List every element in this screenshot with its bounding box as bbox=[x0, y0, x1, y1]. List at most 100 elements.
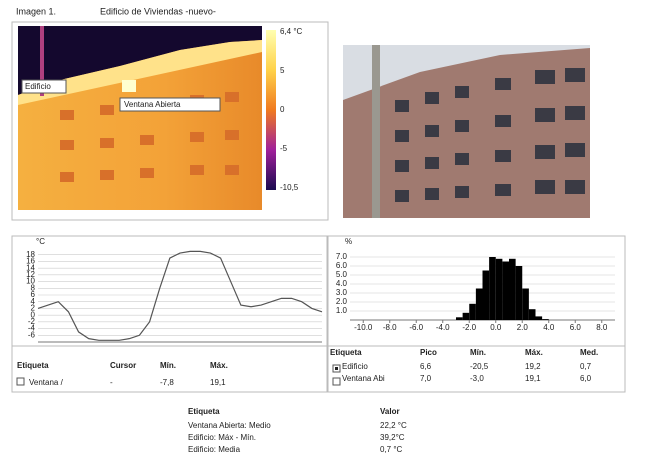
table-header: Mín. bbox=[470, 348, 486, 357]
profile-table-panel bbox=[11, 345, 328, 393]
image-title: Edificio de Viviendas -nuevo- bbox=[100, 6, 216, 16]
histogram-bar bbox=[542, 319, 549, 320]
y-tick-label: 12 bbox=[26, 270, 35, 279]
thermal-label: Ventana Abierta bbox=[124, 100, 181, 109]
scale-label: 6,4 °C bbox=[280, 27, 303, 36]
x-tick-label: 8.0 bbox=[596, 323, 608, 332]
checkbox-mark bbox=[335, 367, 338, 370]
y-tick-label: 5.0 bbox=[336, 270, 348, 279]
histogram-bar bbox=[495, 258, 503, 320]
photo bbox=[343, 45, 590, 218]
x-tick-label: -4.0 bbox=[436, 323, 450, 332]
table-cell: Edificio bbox=[342, 362, 368, 371]
table-header: Máx. bbox=[525, 348, 543, 357]
table-cell: - bbox=[110, 378, 113, 387]
histogram-bar bbox=[489, 257, 496, 320]
y-tick-label: -4 bbox=[28, 324, 36, 333]
y-tick-label: 0 bbox=[31, 310, 36, 319]
histogram-bar bbox=[509, 258, 516, 320]
profile-line bbox=[37, 250, 323, 341]
table-header: Pico bbox=[420, 348, 437, 357]
histogram-bar bbox=[522, 288, 529, 320]
y-axis-label: % bbox=[345, 237, 352, 246]
histogram-bar bbox=[462, 312, 470, 320]
table-cell: 6,6 bbox=[420, 362, 432, 371]
x-tick-label: 6.0 bbox=[570, 323, 582, 332]
y-tick-label: -2 bbox=[28, 317, 36, 326]
table-cell: 19,2 bbox=[525, 362, 541, 371]
table-header: Etiqueta bbox=[330, 348, 362, 357]
table-header: Valor bbox=[380, 407, 400, 416]
table-cell: -3,0 bbox=[470, 374, 484, 383]
table-cell: -7,8 bbox=[160, 378, 174, 387]
table-cell: 22,2 °C bbox=[380, 421, 407, 430]
x-tick-label: -8.0 bbox=[383, 323, 397, 332]
y-tick-label: 3.0 bbox=[336, 288, 348, 297]
table-header: Med. bbox=[580, 348, 598, 357]
table-header: Etiqueta bbox=[188, 407, 220, 416]
y-tick-label: 8 bbox=[31, 283, 36, 292]
y-tick-label: 4.0 bbox=[336, 279, 348, 288]
scale-label: 5 bbox=[280, 66, 285, 75]
table-header: Cursor bbox=[110, 361, 136, 370]
histogram-bar bbox=[502, 261, 509, 320]
histogram-bar bbox=[469, 303, 476, 320]
label-box bbox=[119, 97, 221, 112]
histogram-bar bbox=[535, 316, 543, 320]
table-cell: 19,1 bbox=[525, 374, 541, 383]
y-tick-label: 18 bbox=[26, 250, 35, 259]
x-tick-label: -10.0 bbox=[354, 323, 373, 332]
y-tick-label: 2 bbox=[31, 304, 36, 313]
y-tick-label: 10 bbox=[26, 277, 35, 286]
table-cell: Edificio: Media bbox=[188, 445, 241, 454]
histogram-bar bbox=[475, 288, 483, 320]
y-tick-label: 6.0 bbox=[336, 261, 348, 270]
table-cell: Ventana Abi bbox=[342, 374, 385, 383]
table-header: Etiqueta bbox=[17, 361, 49, 370]
x-tick-label: -2.0 bbox=[462, 323, 476, 332]
y-tick-label: 14 bbox=[26, 263, 35, 272]
y-tick-label: -6 bbox=[28, 330, 36, 339]
table-header: Máx. bbox=[210, 361, 228, 370]
checkbox[interactable] bbox=[16, 377, 25, 386]
table-cell: Edificio: Máx - Mín. bbox=[188, 433, 256, 442]
scale-label: -5 bbox=[280, 144, 288, 153]
color-scale bbox=[266, 30, 276, 190]
histogram-table-panel bbox=[327, 345, 626, 393]
table-cell: -20,5 bbox=[470, 362, 489, 371]
x-tick-label: -6.0 bbox=[409, 323, 423, 332]
histogram-bar bbox=[515, 266, 523, 320]
histogram-bar bbox=[528, 309, 536, 320]
table-cell: Ventana / bbox=[29, 378, 64, 387]
table-cell: 6,0 bbox=[580, 374, 592, 383]
table-cell: 0,7 bbox=[580, 362, 592, 371]
x-tick-label: 2.0 bbox=[517, 323, 529, 332]
y-tick-label: 6 bbox=[31, 290, 36, 299]
thermal-label: Edificio bbox=[25, 82, 51, 91]
table-cell: 0,7 °C bbox=[380, 445, 403, 454]
y-axis-label: °C bbox=[36, 237, 45, 246]
scale-label: -10,5 bbox=[280, 183, 299, 192]
y-tick-label: 1.0 bbox=[336, 306, 348, 315]
x-tick-label: 4.0 bbox=[543, 323, 555, 332]
profile-panel bbox=[11, 235, 328, 347]
table-cell: Ventana Abierta: Medio bbox=[188, 421, 271, 430]
label-box bbox=[21, 79, 67, 94]
y-tick-label: 7.0 bbox=[336, 252, 348, 261]
thermal-panel bbox=[11, 21, 329, 221]
y-tick-label: 4 bbox=[31, 297, 36, 306]
scale-label: 0 bbox=[280, 105, 285, 114]
table-cell: 39,2°C bbox=[380, 433, 405, 442]
image-label: Imagen 1. bbox=[16, 6, 56, 16]
x-tick-label: 0.0 bbox=[490, 323, 502, 332]
histogram-bar bbox=[482, 270, 490, 320]
checkbox[interactable] bbox=[332, 377, 341, 386]
table-cell: 7,0 bbox=[420, 374, 432, 383]
table-header: Mín. bbox=[160, 361, 176, 370]
y-tick-label: 2.0 bbox=[336, 297, 348, 306]
thermal-image bbox=[18, 26, 262, 210]
table-cell: 19,1 bbox=[210, 378, 226, 387]
histogram-bar bbox=[456, 317, 463, 320]
y-tick-label: 16 bbox=[26, 257, 35, 266]
